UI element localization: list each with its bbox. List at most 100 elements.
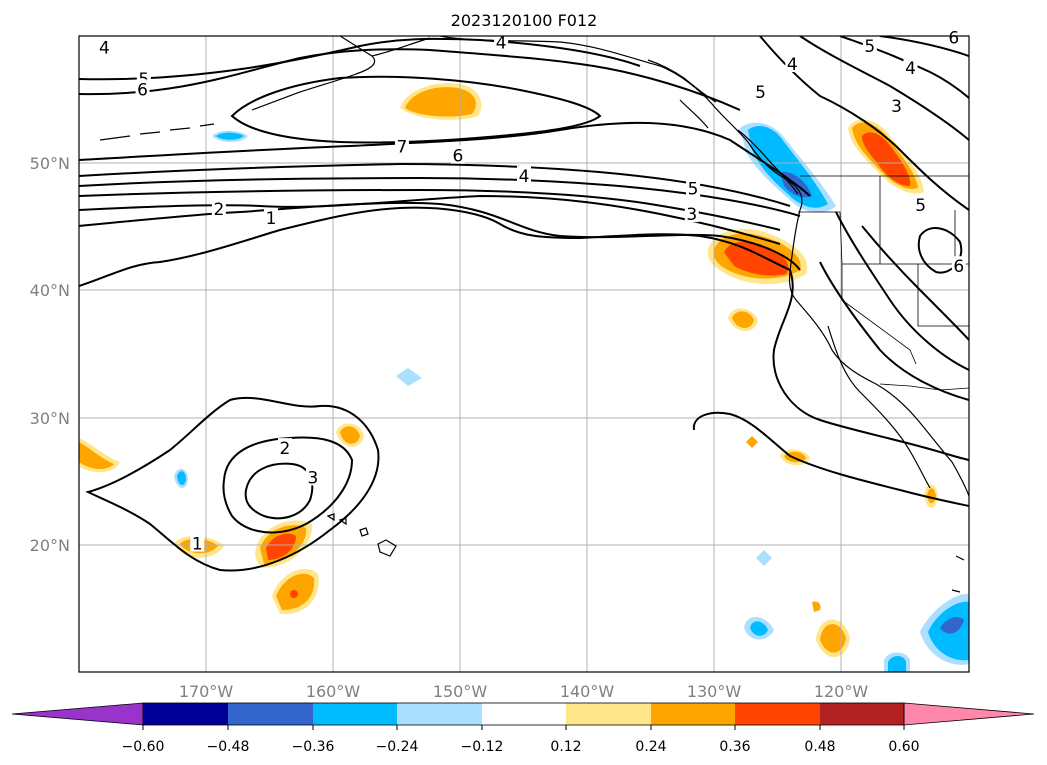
contour-label: 6	[948, 28, 959, 48]
shade-patch	[940, 617, 964, 634]
colorbar-tick-label: 0.24	[635, 739, 666, 755]
gridlines	[79, 36, 969, 672]
colorbar-segment	[820, 703, 904, 725]
contour-label: 5	[864, 37, 875, 57]
contour-line	[79, 176, 801, 217]
contour-line-2	[222, 436, 354, 534]
shade-patch	[750, 621, 768, 636]
shade-patch	[862, 132, 911, 186]
contour-line-5	[79, 188, 781, 231]
contour-label-background	[305, 467, 320, 486]
contour-line	[79, 48, 741, 111]
contour-label: 4	[99, 38, 110, 58]
colorbar-segment	[735, 703, 820, 725]
political-borders	[798, 175, 969, 391]
colorbar-tick-label: −0.12	[461, 739, 504, 755]
contour-line	[835, 211, 969, 371]
colorbar-tick-label: 0.48	[804, 739, 835, 755]
contour-line-7	[230, 75, 602, 144]
contour-line	[692, 411, 969, 507]
contour-label-background	[190, 533, 205, 552]
contour-label: 4	[496, 33, 507, 53]
contour-label-background	[263, 207, 278, 226]
shade-patch	[266, 533, 296, 560]
shade-patch	[177, 471, 186, 485]
contour-line	[861, 225, 969, 341]
aleutian-islands	[99, 123, 215, 141]
contour-label: 3	[686, 205, 697, 225]
map-background	[79, 36, 969, 672]
shade-patch	[812, 601, 821, 612]
shade-patch	[405, 87, 476, 117]
lon-tick-labels: 170°W 160°W 150°W 140°W 130°W 120°W	[179, 682, 869, 701]
baja-california-coastline	[827, 325, 931, 489]
contour-label-background	[913, 195, 928, 214]
colorbar-tick-label: 0.12	[550, 739, 581, 755]
shade-patch	[927, 488, 936, 504]
hawaiian-islands	[326, 513, 397, 557]
colorbar-extend-high	[903, 702, 1035, 726]
contour-label: 2	[213, 200, 224, 220]
lon-tick-label: 120°W	[814, 682, 869, 701]
lat-tick-label: 40°N	[30, 281, 70, 300]
colorbar-tick-label: −0.24	[376, 739, 419, 755]
contour-line	[799, 36, 969, 141]
contour-label-background	[277, 438, 292, 457]
contour-labels: 4564764532154543656231	[97, 27, 966, 555]
contour-label-background	[684, 204, 699, 223]
contour-label-background	[686, 178, 701, 197]
contour-label: 6	[452, 147, 463, 167]
mexico-coastline	[951, 555, 965, 593]
contour-label-background	[211, 198, 226, 217]
colorbar-segment	[143, 703, 228, 725]
lon-tick-label: 160°W	[306, 682, 361, 701]
contour-line-1	[79, 206, 969, 461]
colorbar-frame	[142, 702, 905, 726]
colorbar: −0.60 −0.48 −0.36 −0.24 −0.12 0.12 0.24 …	[11, 702, 1035, 755]
shade-patch	[290, 590, 298, 598]
shade-patch	[746, 436, 758, 448]
state-border	[841, 264, 917, 365]
colorbar-ticks	[142, 725, 905, 730]
lat-tick-label: 50°N	[30, 154, 70, 173]
map-title: 2023120100 F012	[451, 11, 598, 30]
lat-tick-label: 20°N	[30, 536, 70, 555]
contour-line	[879, 36, 969, 57]
contour-label-background	[450, 145, 465, 164]
colorbar-segment	[313, 703, 397, 725]
contour-label-background	[951, 256, 966, 275]
us-mexico-border	[879, 383, 969, 391]
contour-label: 6	[137, 80, 148, 100]
lat-tick-labels: 20°N 30°N 40°N 50°N	[30, 154, 70, 555]
contour-label-background	[889, 95, 904, 114]
contour-label: 1	[192, 535, 203, 555]
contour-label: 1	[266, 209, 277, 229]
contour-label: 5	[688, 180, 699, 200]
contour-line-6	[79, 121, 811, 197]
colorbar-tick-label: −0.36	[292, 739, 335, 755]
contour-label: 2	[280, 439, 291, 459]
colorbar-tick-label: −0.60	[122, 739, 165, 755]
shade-patch	[820, 623, 846, 653]
shade-patch	[396, 368, 422, 386]
colorbar-segment	[228, 703, 313, 725]
shade-patch	[732, 311, 754, 328]
contour-label: 4	[787, 55, 798, 75]
shade-patch	[748, 126, 828, 208]
colorbar-segment	[566, 703, 651, 725]
contour-label: 3	[891, 97, 902, 117]
state-border	[879, 176, 969, 327]
contour-label-background	[135, 79, 150, 98]
contour-line-3	[244, 462, 314, 520]
colorbar-extend-low	[11, 702, 144, 726]
contour-label: 4	[905, 59, 916, 79]
lon-tick-label: 140°W	[560, 682, 615, 701]
contour-line	[85, 396, 380, 572]
map-frame	[78, 35, 970, 673]
contour-label: 6	[953, 257, 964, 277]
vancouver-island-coastline	[737, 129, 799, 195]
contour-label-background	[785, 53, 800, 72]
shade-patch	[340, 426, 360, 444]
map-panel: 4564764532154543656231 170°W 160°W 150°W…	[30, 27, 970, 701]
shade-patch	[756, 550, 772, 566]
